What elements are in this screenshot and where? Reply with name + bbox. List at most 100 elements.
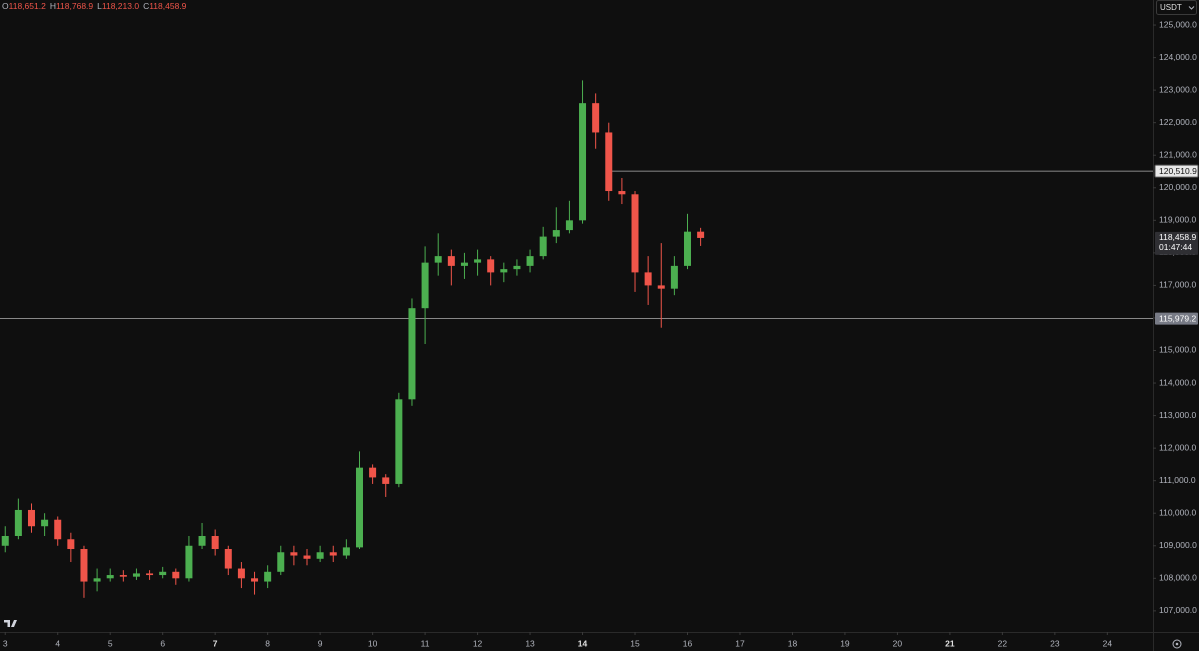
price-line-box [1155,312,1198,325]
x-tick-label: 23 [1050,638,1060,648]
x-tick-label: 7 [213,638,218,648]
candle-body [93,578,101,582]
x-tick-label: 22 [998,638,1008,648]
x-tick-label: 11 [421,638,430,648]
candle-body [657,285,665,289]
x-tick-label: 6 [160,638,165,648]
x-tick-label: 18 [788,638,798,648]
ohlc-legend: O118,651.2 H118,768.9 L118,213.0 C118,458.9 [2,1,187,11]
candle-body [434,256,442,263]
candle-body [185,545,193,579]
x-tick-label: 15 [630,638,640,648]
currency-label[interactable]: USDT [1160,3,1182,12]
x-tick-label: 17 [735,638,745,648]
y-tick-label: 109,000.0 [1159,540,1197,550]
ohlc-key: H [50,1,56,11]
currency-box[interactable] [1156,0,1197,15]
candle-body [526,256,534,266]
last-price-box [1155,231,1198,255]
candle-body [80,549,88,582]
settings-button[interactable] [1172,639,1182,649]
candle-body [579,103,587,221]
candle-body [277,552,285,572]
y-tick-label: 124,000.0 [1159,52,1197,62]
last-price-label: 118,458.9 [1159,232,1196,242]
candle-body [474,259,482,263]
ohlc-key: L [97,1,102,11]
y-tick-label: 123,000.0 [1159,84,1197,94]
ohlc-value: 118,768.9 [56,1,93,11]
x-tick-label: 20 [893,638,903,648]
candle-body [644,272,652,286]
ohlc-value: 118,213.0 [102,1,139,11]
candle-body [487,259,495,273]
candle-body [500,269,508,273]
x-tick-label: 24 [1103,638,1113,648]
ohlc-text: O118,651.2 H118,768.9 L118,213.0 C118,458.9 [2,1,187,11]
candle-body [670,265,678,289]
candle-body [552,230,560,237]
candle-body [395,399,403,484]
y-tick-label: 113,000.0 [1159,410,1196,420]
candle-body [54,519,62,540]
price-line-label: 120,510.9 [1159,166,1197,176]
candle-body [264,571,272,582]
candle-body [41,519,49,527]
candle-body [382,477,390,484]
price-line-label: 115,979.2 [1159,313,1196,323]
candle-body [303,555,311,559]
y-tick-label: 117,000.0 [1159,280,1196,290]
y-tick-label: 115,000.0 [1159,345,1196,355]
candle-body [342,547,350,556]
candle-body [539,236,547,257]
candle-body [447,256,455,266]
y-tick-label: 120,000.0 [1159,182,1197,192]
y-tick-label: 122,000.0 [1159,117,1197,127]
currency-button[interactable]: USDT [1156,0,1197,15]
candle-body [1,535,9,546]
logo-shape[interactable] [4,620,17,627]
x-tick-label: 8 [265,638,270,648]
candle-body [605,132,613,192]
candle-body [460,262,468,266]
y-tick-label: 112,000.0 [1159,442,1196,452]
candle-body [67,539,75,550]
ohlc-key: O [2,1,9,11]
settings-icon[interactable] [1172,639,1182,649]
candle-body [697,231,705,238]
candle-body [369,467,377,478]
ohlc-key: C [143,1,149,11]
candle-body [211,535,219,550]
candle-body [329,552,337,556]
candle-body [421,262,429,309]
x-tick-label: 12 [473,638,483,648]
candle-body [224,549,232,569]
candle-body [631,194,639,273]
candle-body [355,467,363,548]
candle-body [565,220,573,231]
candle-body [172,571,180,579]
candle-body [592,103,600,133]
tradingview-logo[interactable] [4,620,17,627]
y-tick-label: 111,000.0 [1159,475,1196,485]
y-tick-label: 119,000.0 [1159,215,1196,225]
candle-body [408,308,416,400]
candle-body [683,231,691,266]
y-tick-label: 121,000.0 [1159,149,1197,159]
candle-body [132,573,140,577]
y-tick-label: 125,000.0 [1159,19,1197,29]
price-line-box [1154,164,1199,178]
x-tick-label: 9 [318,638,323,648]
candle-body [119,575,127,577]
candle-body [316,552,324,559]
y-tick-label: 108,000.0 [1159,573,1197,583]
y-tick-label: 110,000.0 [1159,507,1196,517]
y-tick-label: 114,000.0 [1159,377,1196,387]
x-tick-label: 10 [368,638,378,648]
countdown-label: 01:47:44 [1159,242,1192,252]
candle-body [513,265,521,270]
dropdown-arrow[interactable] [1188,6,1195,10]
candle-body [159,571,167,576]
